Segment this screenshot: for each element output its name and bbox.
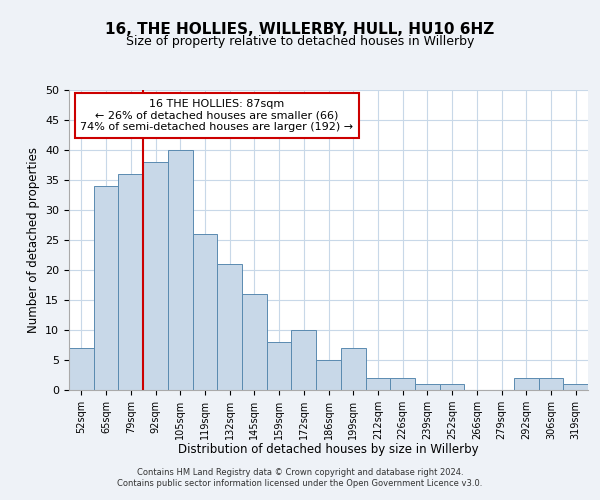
Bar [118,174,143,390]
Bar [193,234,217,390]
Bar [143,162,168,390]
Bar [94,186,118,390]
Text: Distribution of detached houses by size in Willerby: Distribution of detached houses by size … [178,442,479,456]
Text: Size of property relative to detached houses in Willerby: Size of property relative to detached ho… [126,35,474,48]
Text: Contains HM Land Registry data © Crown copyright and database right 2024.
Contai: Contains HM Land Registry data © Crown c… [118,468,482,487]
Bar [267,342,292,390]
Bar [563,384,588,390]
Bar [168,150,193,390]
Bar [69,348,94,390]
Y-axis label: Number of detached properties: Number of detached properties [26,147,40,333]
Bar [514,378,539,390]
Text: 16, THE HOLLIES, WILLERBY, HULL, HU10 6HZ: 16, THE HOLLIES, WILLERBY, HULL, HU10 6H… [106,22,494,38]
Bar [365,378,390,390]
Bar [415,384,440,390]
Bar [341,348,365,390]
Bar [316,360,341,390]
Text: 16 THE HOLLIES: 87sqm
← 26% of detached houses are smaller (66)
74% of semi-deta: 16 THE HOLLIES: 87sqm ← 26% of detached … [80,99,353,132]
Bar [217,264,242,390]
Bar [242,294,267,390]
Bar [440,384,464,390]
Bar [292,330,316,390]
Bar [539,378,563,390]
Bar [390,378,415,390]
